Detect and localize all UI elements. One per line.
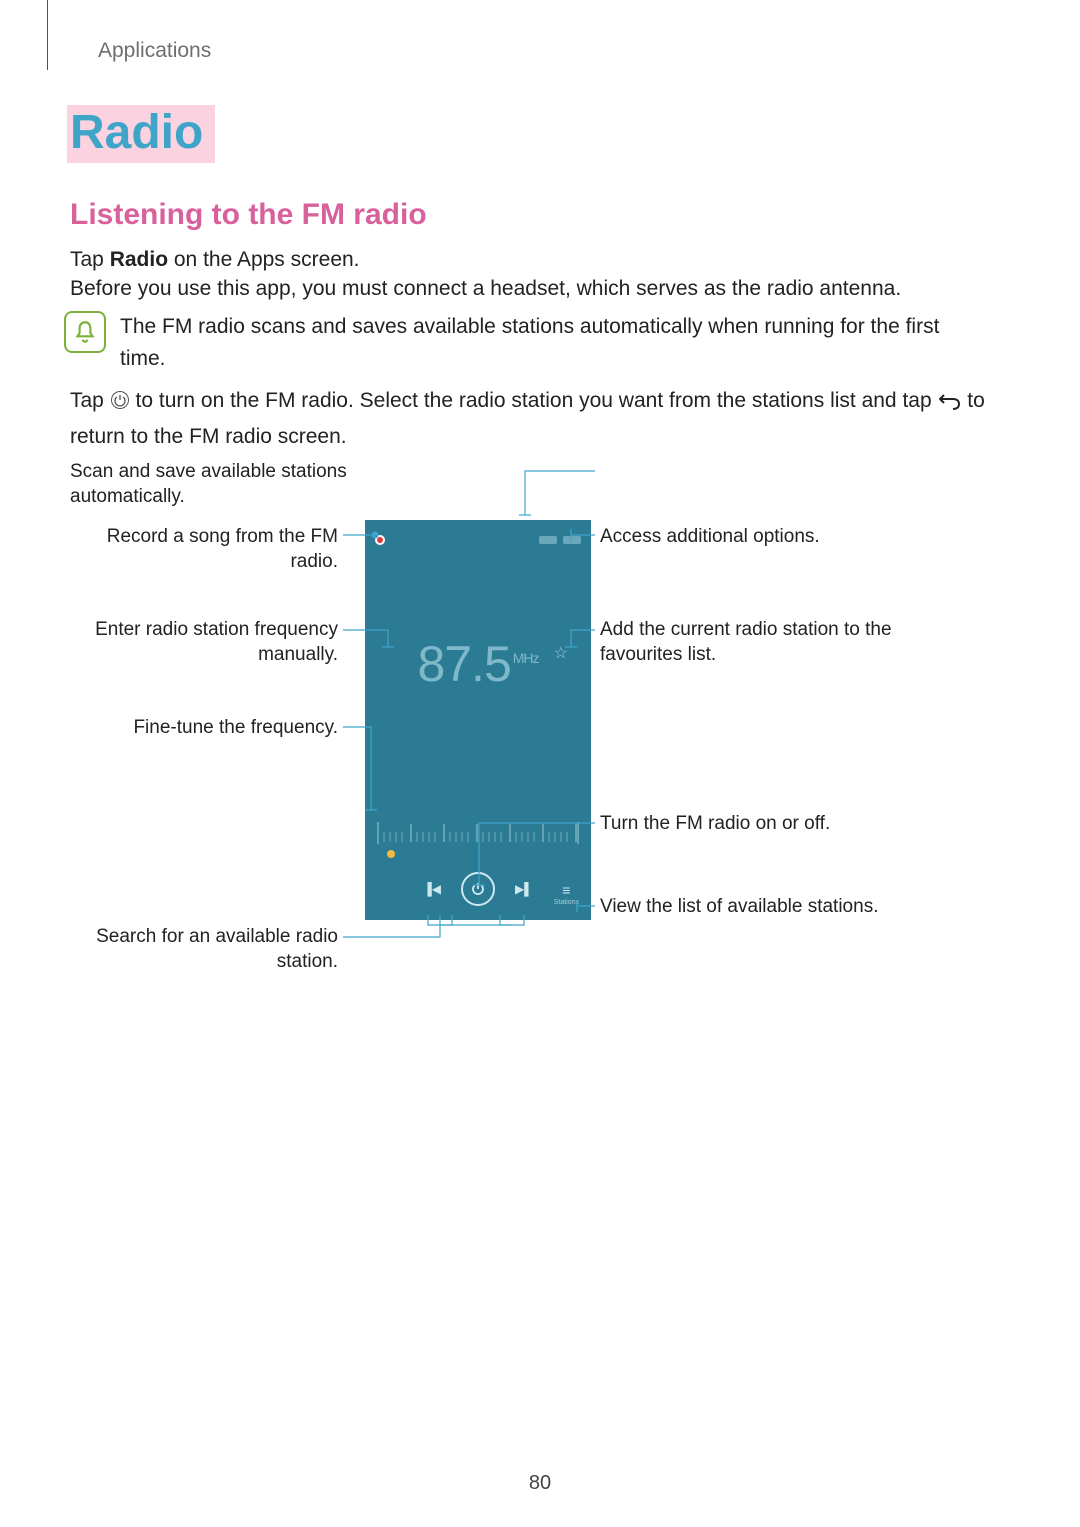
stations-label: Stations [554, 899, 579, 906]
note-text: The FM radio scans and saves available s… [120, 311, 970, 374]
next-station-icon[interactable]: ▶▌ [515, 882, 533, 896]
phone-topbar [375, 528, 581, 552]
frequency-value: 87.5 [417, 636, 510, 692]
frequency-unit: MHz [513, 650, 539, 666]
note-callout: The FM radio scans and saves available s… [64, 311, 970, 374]
paragraph-power-instructions: Tap to turn on the FM radio. Select the … [70, 385, 1000, 453]
record-icon[interactable] [375, 535, 385, 545]
placeholder-chip [539, 536, 557, 544]
label-search: Search for an available radio station. [70, 925, 338, 974]
list-icon: ≡ [554, 883, 579, 897]
text-fragment: on the Apps screen. [168, 248, 359, 271]
label-scan: Scan and save available stations automat… [70, 460, 410, 509]
stations-list-button[interactable]: ≡ Stations [554, 883, 579, 906]
bell-icon [64, 311, 106, 353]
paragraph-tap-radio: Tap Radio on the Apps screen. [70, 244, 360, 276]
label-options: Access additional options. [600, 525, 940, 550]
favourite-star-icon[interactable]: ☆ [554, 643, 568, 663]
radio-diagram: 87.5MHz ☆ [70, 455, 1010, 1015]
dial-marker [387, 850, 395, 858]
tuning-dial[interactable] [375, 822, 581, 850]
section-subtitle: Listening to the FM radio [70, 198, 427, 232]
text-bold-radio: Radio [110, 248, 168, 271]
power-icon [110, 388, 130, 421]
label-finetune: Fine-tune the frequency. [70, 716, 338, 741]
previous-station-icon[interactable]: ▐◀ [423, 882, 441, 896]
page-title: Radio [70, 105, 203, 160]
label-favourite: Add the current radio station to the fav… [600, 618, 940, 667]
placeholder-chip [563, 536, 581, 544]
label-record: Record a song from the FM radio. [70, 525, 338, 574]
paragraph-headset: Before you use this app, you must connec… [70, 277, 901, 301]
power-button[interactable] [461, 872, 495, 906]
text-fragment: Tap [70, 389, 110, 412]
label-list: View the list of available stations. [600, 895, 940, 920]
page-left-rule [47, 0, 48, 70]
text-fragment: Tap [70, 248, 110, 271]
label-onoff: Turn the FM radio on or off. [600, 812, 940, 837]
label-manual: Enter radio station frequency manually. [70, 618, 338, 667]
more-options-area[interactable] [539, 536, 581, 544]
page-number: 80 [0, 1472, 1080, 1495]
phone-mock: 87.5MHz ☆ [365, 520, 591, 920]
text-fragment: to turn on the FM radio. Select the radi… [130, 389, 938, 412]
back-icon [937, 388, 961, 421]
breadcrumb: Applications [98, 39, 211, 63]
